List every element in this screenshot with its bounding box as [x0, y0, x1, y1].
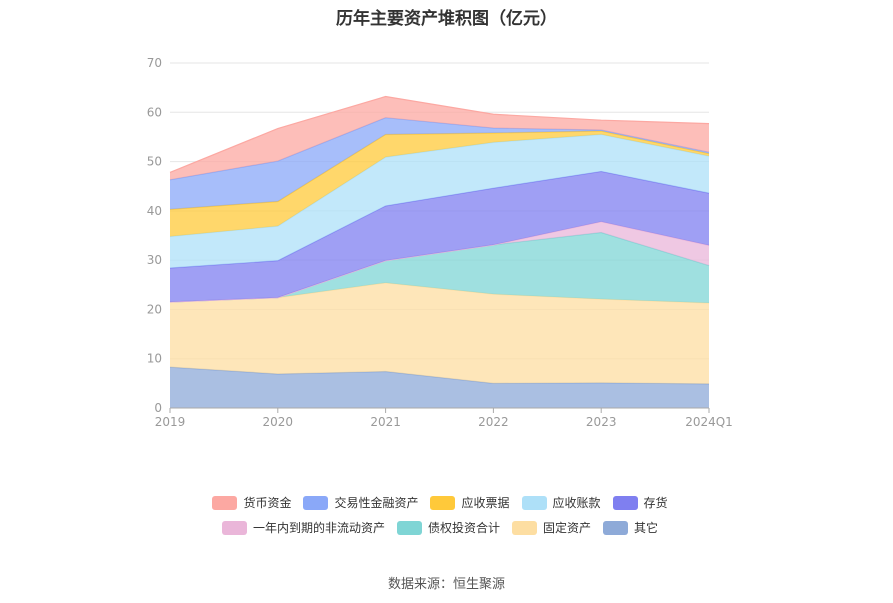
- y-tick-label: 0: [154, 401, 162, 415]
- legend-item[interactable]: 其它: [603, 519, 658, 536]
- area-series: [170, 232, 709, 304]
- legend-item[interactable]: 一年内到期的非流动资产: [221, 519, 385, 536]
- legend-label: 一年内到期的非流动资产: [252, 521, 385, 535]
- legend-item[interactable]: 货币资金: [212, 494, 291, 511]
- area-series: [170, 134, 709, 269]
- y-tick-label: 60: [147, 105, 162, 119]
- legend-swatch: [612, 495, 638, 510]
- legend-label: 交易性金融资产: [334, 496, 419, 510]
- area-series: [170, 131, 709, 237]
- legend-label: 应收账款: [552, 496, 601, 510]
- chart-legend: 货币资金 交易性金融资产 应收票据 应收账款 存货一年内到期的非流动资产 债权投资合计 固定…: [160, 494, 720, 544]
- x-tick-label: 2022: [478, 415, 509, 429]
- legend-label: 其它: [634, 521, 659, 535]
- legend-label: 存货: [643, 496, 668, 510]
- legend-item[interactable]: 固定资产: [512, 519, 591, 536]
- legend-label: 货币资金: [243, 496, 292, 510]
- y-tick-label: 20: [147, 302, 162, 316]
- area-series-line: [169, 95, 710, 173]
- area-series: [170, 96, 709, 180]
- legend-row: 货币资金 交易性金融资产 应收票据 应收账款 存货: [160, 494, 720, 511]
- x-tick-label: 2023: [586, 415, 617, 429]
- legend-label: 应收票据: [461, 496, 510, 510]
- legend-swatch: [512, 520, 537, 535]
- legend-swatch: [396, 520, 422, 535]
- legend-swatch: [303, 495, 329, 510]
- x-tick-label: 2019: [155, 415, 186, 429]
- legend-item[interactable]: 交易性金融资产: [303, 494, 418, 511]
- y-tick-label: 30: [147, 253, 162, 267]
- legend-label: 债权投资合计: [427, 521, 500, 535]
- legend-swatch: [221, 520, 247, 535]
- legend-item[interactable]: 债权投资合计: [396, 519, 500, 536]
- x-tick-label: 2020: [263, 415, 294, 429]
- legend-swatch: [212, 495, 238, 510]
- data-source-note: 数据来源：恒生聚源: [387, 577, 505, 592]
- x-tick-label: 2021: [370, 415, 401, 429]
- area-series: [170, 367, 709, 408]
- y-tick-label: 40: [147, 204, 162, 218]
- area-series: [170, 117, 709, 210]
- legend-swatch: [603, 520, 629, 535]
- y-tick-label: 70: [147, 56, 162, 70]
- legend-swatch: [521, 495, 547, 510]
- x-tick-label: 2024Q1: [685, 415, 733, 429]
- area-series: [170, 282, 709, 384]
- legend-item[interactable]: 应收账款: [521, 494, 601, 511]
- y-tick-label: 50: [147, 155, 162, 169]
- legend-item[interactable]: 存货: [612, 494, 668, 511]
- legend-label: 固定资产: [543, 521, 592, 535]
- y-tick-label: 10: [147, 352, 162, 366]
- area-series: [170, 171, 709, 303]
- chart-title: 历年主要资产堆积图（亿元）: [336, 9, 557, 29]
- legend-swatch: [430, 495, 456, 510]
- legend-item[interactable]: 应收票据: [430, 494, 510, 511]
- area-series-line: [169, 170, 710, 269]
- legend-row: 一年内到期的非流动资产 债权投资合计 固定资产 其它: [160, 519, 720, 536]
